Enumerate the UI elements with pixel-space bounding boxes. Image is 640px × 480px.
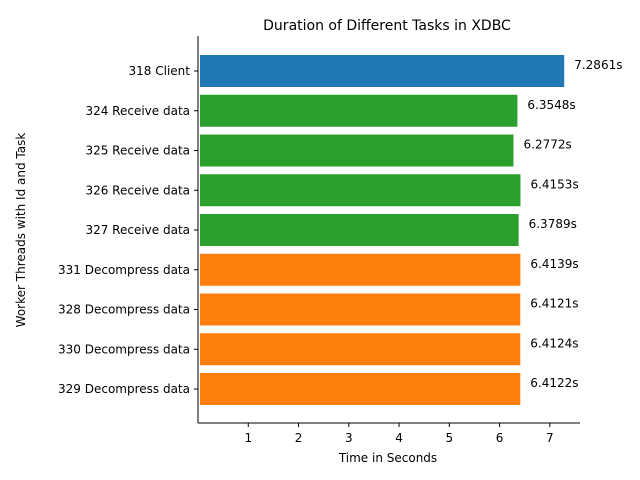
bar-value-label: 6.3548s [527,98,575,112]
bars-group [200,55,565,405]
x-tick-label: 2 [295,431,303,445]
bar [200,134,514,167]
y-tick-label: 331 Decompress data [58,263,190,277]
x-tick-label: 6 [496,431,504,445]
y-tick-label: 330 Decompress data [58,342,190,356]
y-tick-label: 327 Receive data [85,223,190,237]
bar [200,373,521,405]
bar [200,333,521,366]
bar-value-label: 6.4122s [530,376,578,390]
y-tick-label: 325 Receive data [85,144,190,158]
x-tick-label: 1 [244,431,252,445]
bar-value-label: 6.2772s [524,138,572,152]
bar [200,55,565,87]
y-tick-label: 324 Receive data [85,104,190,118]
bar [200,214,519,246]
x-axis-label: Time in Seconds [338,451,437,465]
bar-value-label: 6.4139s [530,257,578,271]
category-labels-group: 318 Client 324 Receive data 325 Receive da… [58,64,198,396]
x-ticks-group: 1 2 3 4 5 6 7 [244,423,554,445]
bar-value-label: 6.4153s [530,177,578,191]
y-tick-label: 328 Decompress data [58,303,190,317]
bar-value-label: 6.4124s [530,336,578,350]
y-tick-label: 329 Decompress data [58,382,190,396]
y-tick-label: 326 Receive data [85,183,190,197]
bar [200,94,518,127]
x-tick-label: 7 [546,431,554,445]
x-tick-label: 4 [395,431,403,445]
bar [200,253,521,286]
bar-value-label: 6.4121s [530,297,578,311]
bar-value-label: 7.2861s [574,58,622,72]
bar [200,293,521,326]
bar [200,174,521,207]
value-labels-group: 7.2861s 6.3548s 6.2772s 6.4153s 6.3789s 6.413… [524,58,623,390]
bar-value-label: 6.3789s [529,217,577,231]
y-axis-label: Worker Threads with Id and Task [14,133,28,328]
chart-title: Duration of Different Tasks in XDBC [263,18,511,34]
x-tick-label: 3 [345,431,353,445]
x-tick-label: 5 [445,431,453,445]
y-tick-label: 318 Client [129,64,191,78]
